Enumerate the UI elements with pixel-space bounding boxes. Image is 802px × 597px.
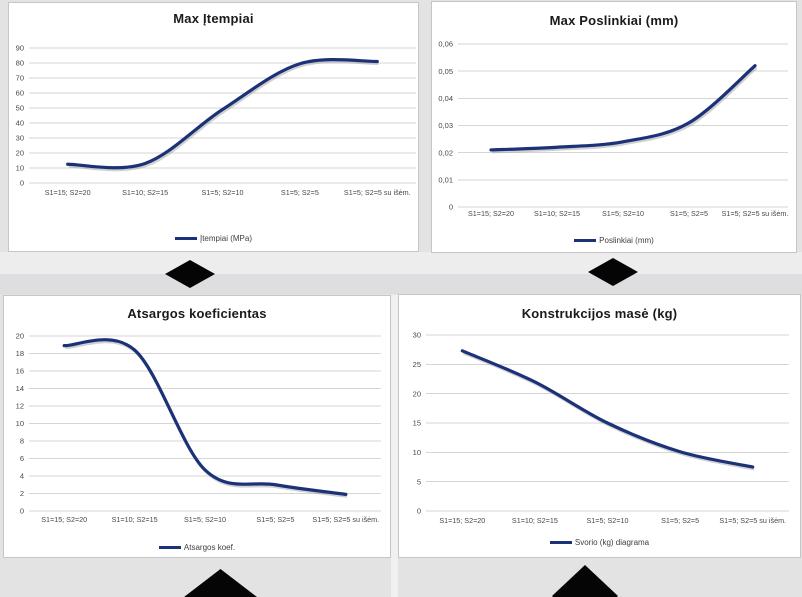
chart-title-max-poslinkiai: Max Poslinkiai (mm) bbox=[549, 13, 679, 28]
line-chart-max-itempiai: 0 10 20 30 40 50 60 70 80 90 S1=15; S2=20 S1=10; S2… bbox=[16, 44, 416, 197]
line-chart-atsargos-koeficientas: 0 2 4 6 8 10 12 14 16 18 20 S1=15; S2=20 S1=10; S2=1… bbox=[16, 332, 381, 524]
svg-text:6: 6 bbox=[20, 454, 24, 463]
legend-label: Svorio (kg) diagrama bbox=[574, 538, 650, 547]
diamond-connector-bottom-left bbox=[184, 569, 257, 597]
svg-text:16: 16 bbox=[16, 367, 24, 376]
chart-panel-konstrukcijos-mase: Konstrukcijos masė (kg) 0 5 10 15 20 25 30 S1=1… bbox=[398, 294, 801, 558]
chart-title-konstrukcijos-mase: Konstrukcijos masė (kg) bbox=[521, 306, 678, 321]
section-gap-band-dark bbox=[0, 274, 802, 294]
chart-panel-max-poslinkiai: Max Poslinkiai (mm) 0 0,01 0,02 0,03 0,04 0,0… bbox=[431, 1, 797, 253]
svg-text:0,03: 0,03 bbox=[438, 121, 453, 130]
legend-label: Atsargos koef. bbox=[183, 543, 236, 552]
chart-panel-max-itempiai: Max Įtempiai 0 10 20 30 40 50 60 70 80 90 S1=15; S… bbox=[8, 2, 419, 252]
svg-text:S1=5; S2=10: S1=5; S2=10 bbox=[587, 516, 629, 525]
svg-text:4: 4 bbox=[20, 472, 24, 481]
svg-text:60: 60 bbox=[16, 89, 24, 98]
legend-line-swatch bbox=[158, 546, 181, 549]
svg-text:S1=15; S2=20: S1=15; S2=20 bbox=[45, 188, 91, 197]
chart-title-atsargos-koeficientas: Atsargos koeficientas bbox=[127, 306, 267, 321]
svg-text:S1=15; S2=20: S1=15; S2=20 bbox=[468, 209, 514, 218]
svg-text:30: 30 bbox=[16, 134, 24, 143]
svg-text:90: 90 bbox=[16, 44, 24, 53]
svg-text:30: 30 bbox=[413, 331, 421, 340]
svg-text:S1=5; S2=5 su išėm.: S1=5; S2=5 su išėm. bbox=[722, 209, 789, 218]
svg-text:20: 20 bbox=[413, 389, 421, 398]
svg-text:12: 12 bbox=[16, 402, 24, 411]
svg-text:10: 10 bbox=[16, 164, 24, 173]
svg-text:0,02: 0,02 bbox=[438, 148, 453, 157]
svg-text:S1=15; S2=20: S1=15; S2=20 bbox=[439, 516, 485, 525]
legend-line-swatch bbox=[174, 237, 197, 240]
svg-text:S1=10; S2=15: S1=10; S2=15 bbox=[512, 516, 558, 525]
svg-text:20: 20 bbox=[16, 149, 24, 158]
svg-text:40: 40 bbox=[16, 119, 24, 128]
section-gap-vertical bbox=[391, 295, 398, 597]
svg-text:S1=10; S2=15: S1=10; S2=15 bbox=[112, 515, 158, 524]
svg-text:50: 50 bbox=[16, 104, 24, 113]
svg-text:S1=5; S2=10: S1=5; S2=10 bbox=[184, 515, 226, 524]
svg-text:0,05: 0,05 bbox=[438, 67, 453, 76]
svg-text:S1=5; S2=5: S1=5; S2=5 bbox=[661, 516, 699, 525]
section-gap-band-light bbox=[0, 252, 802, 274]
svg-text:10: 10 bbox=[413, 448, 421, 457]
svg-text:S1=5; S2=10: S1=5; S2=10 bbox=[202, 188, 244, 197]
svg-text:S1=5; S2=5 su išėm.: S1=5; S2=5 su išėm. bbox=[312, 515, 379, 524]
svg-text:18: 18 bbox=[16, 349, 24, 358]
svg-text:S1=5; S2=5 su išėm.: S1=5; S2=5 su išėm. bbox=[344, 188, 411, 197]
svg-text:S1=5; S2=5: S1=5; S2=5 bbox=[670, 209, 708, 218]
svg-text:20: 20 bbox=[16, 332, 24, 341]
chart-panel-atsargos-koeficientas: Atsargos koeficientas 0 2 4 6 8 10 12 14 16 18 20 S… bbox=[3, 295, 391, 558]
svg-text:0: 0 bbox=[20, 179, 24, 188]
svg-text:S1=15; S2=20: S1=15; S2=20 bbox=[41, 515, 87, 524]
chart-legend-atsargos-koeficientas: Atsargos koef. bbox=[4, 543, 390, 552]
legend-line-swatch bbox=[574, 239, 597, 242]
svg-text:S1=5; S2=5: S1=5; S2=5 bbox=[256, 515, 294, 524]
chart-legend-konstrukcijos-mase: Svorio (kg) diagrama bbox=[399, 538, 800, 547]
svg-text:0,01: 0,01 bbox=[438, 175, 453, 184]
svg-text:0,06: 0,06 bbox=[438, 40, 453, 49]
svg-text:S1=10; S2=15: S1=10; S2=15 bbox=[534, 209, 580, 218]
svg-text:0: 0 bbox=[449, 203, 453, 212]
svg-text:0: 0 bbox=[417, 507, 421, 516]
line-chart-max-poslinkiai: 0 0,01 0,02 0,03 0,04 0,05 0,06 S1=15; S2=20 S1=… bbox=[438, 40, 789, 218]
chart-title-max-itempiai: Max Įtempiai bbox=[173, 11, 254, 26]
svg-text:S1=5; S2=5: S1=5; S2=5 bbox=[281, 188, 319, 197]
svg-text:14: 14 bbox=[16, 384, 24, 393]
svg-text:2: 2 bbox=[20, 489, 24, 498]
diamond-connector-bottom-right bbox=[552, 565, 618, 597]
line-chart-konstrukcijos-mase: 0 5 10 15 20 25 30 S1=15; S2=20 S1=10; S2=15 S1=5… bbox=[413, 331, 789, 525]
legend-label: Įtempiai (MPa) bbox=[199, 234, 252, 243]
chart-legend-max-poslinkiai: Poslinkiai (mm) bbox=[432, 236, 796, 245]
svg-text:10: 10 bbox=[16, 419, 24, 428]
legend-label: Poslinkiai (mm) bbox=[599, 236, 654, 245]
svg-text:0: 0 bbox=[20, 507, 24, 516]
svg-text:8: 8 bbox=[20, 437, 24, 446]
legend-line-swatch bbox=[549, 541, 572, 544]
svg-text:25: 25 bbox=[413, 360, 421, 369]
svg-text:0,04: 0,04 bbox=[438, 94, 453, 103]
svg-text:5: 5 bbox=[417, 477, 421, 486]
chart-legend-max-itempiai: Įtempiai (MPa) bbox=[9, 234, 418, 243]
svg-text:S1=10; S2=15: S1=10; S2=15 bbox=[122, 188, 168, 197]
svg-text:80: 80 bbox=[16, 59, 24, 68]
svg-text:15: 15 bbox=[413, 419, 421, 428]
svg-text:70: 70 bbox=[16, 74, 24, 83]
svg-text:S1=5; S2=5 su išėm.: S1=5; S2=5 su išėm. bbox=[719, 516, 786, 525]
svg-text:S1=5; S2=10: S1=5; S2=10 bbox=[602, 209, 644, 218]
